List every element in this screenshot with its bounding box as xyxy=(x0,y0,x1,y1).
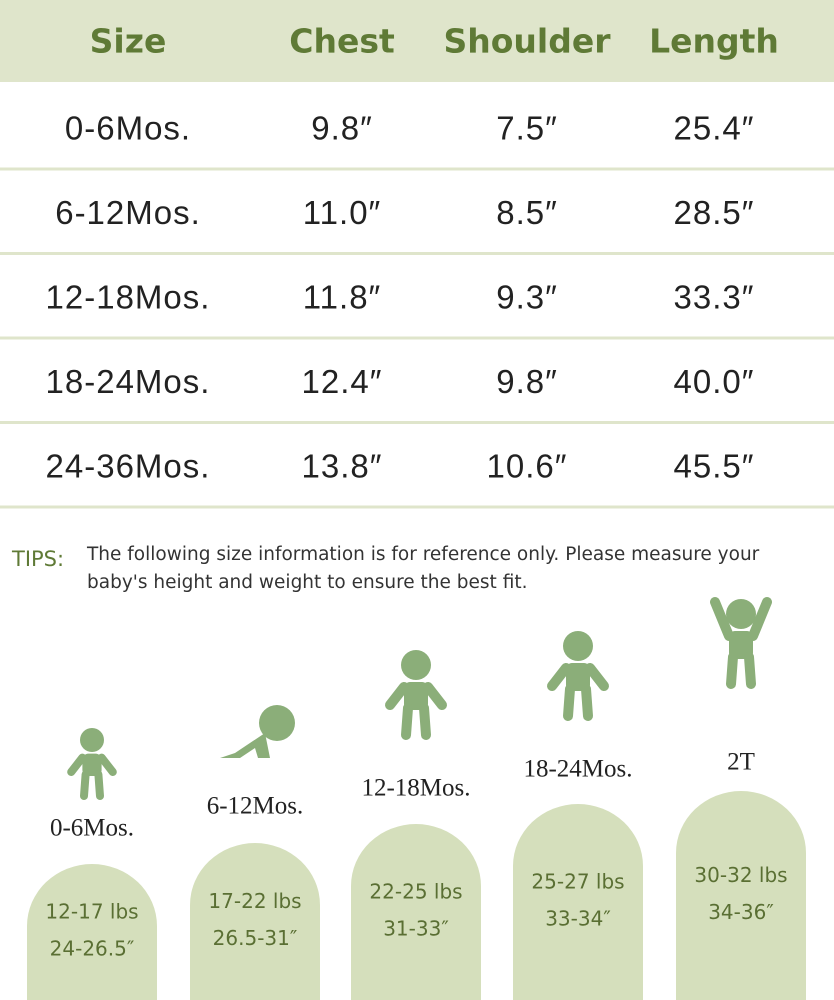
table-cell: 0-6Mos. xyxy=(65,110,191,147)
size-label: 18-24Mos. xyxy=(523,756,632,783)
tips-text: The following size information is for re… xyxy=(86,544,760,565)
table-cell: 9.3″ xyxy=(496,279,558,316)
size-height: 26.5-31″ xyxy=(213,926,298,950)
table-cell: 11.8″ xyxy=(303,279,381,316)
icon xyxy=(729,631,753,659)
size-weight: 25-27 lbs xyxy=(531,870,624,894)
table-cell: 33.3″ xyxy=(674,279,755,316)
icon xyxy=(566,663,590,691)
table-cell: 10.6″ xyxy=(487,448,568,485)
table-cell: 6-12Mos. xyxy=(55,194,201,231)
icon xyxy=(404,682,428,710)
column-header: Size xyxy=(90,22,167,61)
size-weight: 12-17 lbs xyxy=(45,900,138,924)
pedestal xyxy=(190,843,320,1000)
icon xyxy=(726,599,756,629)
tips-text: baby's height and weight to ensure the b… xyxy=(87,572,527,593)
icon xyxy=(82,753,102,776)
size-height: 33-34″ xyxy=(545,907,611,931)
icon xyxy=(563,631,593,661)
icon xyxy=(547,663,609,721)
size-weight: 30-32 lbs xyxy=(694,863,787,887)
table-cell: 8.5″ xyxy=(496,194,558,231)
size-weight: 17-22 lbs xyxy=(208,889,301,913)
size-weight: 22-25 lbs xyxy=(369,880,462,904)
table-cell: 7.5″ xyxy=(496,110,558,147)
table-cell: 45.5″ xyxy=(674,448,755,485)
pedestal xyxy=(351,824,481,1000)
size-height: 24-26.5″ xyxy=(50,937,135,961)
table-cell: 18-24Mos. xyxy=(46,363,211,400)
size-label: 0-6Mos. xyxy=(50,815,134,842)
icon xyxy=(80,728,104,752)
icon xyxy=(220,733,270,758)
icon xyxy=(259,705,295,741)
size-label: 2T xyxy=(727,749,755,776)
table-cell: 25.4″ xyxy=(674,110,755,147)
size-height: 31-33″ xyxy=(383,917,449,941)
column-header: Length xyxy=(649,22,779,61)
table-cell: 9.8″ xyxy=(311,110,373,147)
icon xyxy=(385,682,447,740)
size-height: 34-36″ xyxy=(708,900,774,924)
table-cell: 12-18Mos. xyxy=(46,279,211,316)
pedestal xyxy=(513,804,643,1000)
icon xyxy=(710,597,772,689)
pedestal xyxy=(676,791,806,1000)
size-label: 12-18Mos. xyxy=(361,775,470,802)
table-cell: 13.8″ xyxy=(302,448,383,485)
icon xyxy=(67,753,117,800)
table-cell: 24-36Mos. xyxy=(46,448,211,485)
tips-label: TIPS: xyxy=(11,547,64,571)
icon xyxy=(401,650,431,680)
header-band xyxy=(0,0,834,82)
table-cell: 40.0″ xyxy=(674,363,755,400)
table-cell: 11.0″ xyxy=(303,194,381,231)
column-header: Chest xyxy=(289,22,395,61)
table-cell: 12.4″ xyxy=(302,363,383,400)
pedestal xyxy=(27,864,157,1000)
size-label: 6-12Mos. xyxy=(207,793,304,820)
table-cell: 28.5″ xyxy=(674,194,755,231)
table-cell: 9.8″ xyxy=(496,363,558,400)
column-header: Shoulder xyxy=(443,22,611,61)
